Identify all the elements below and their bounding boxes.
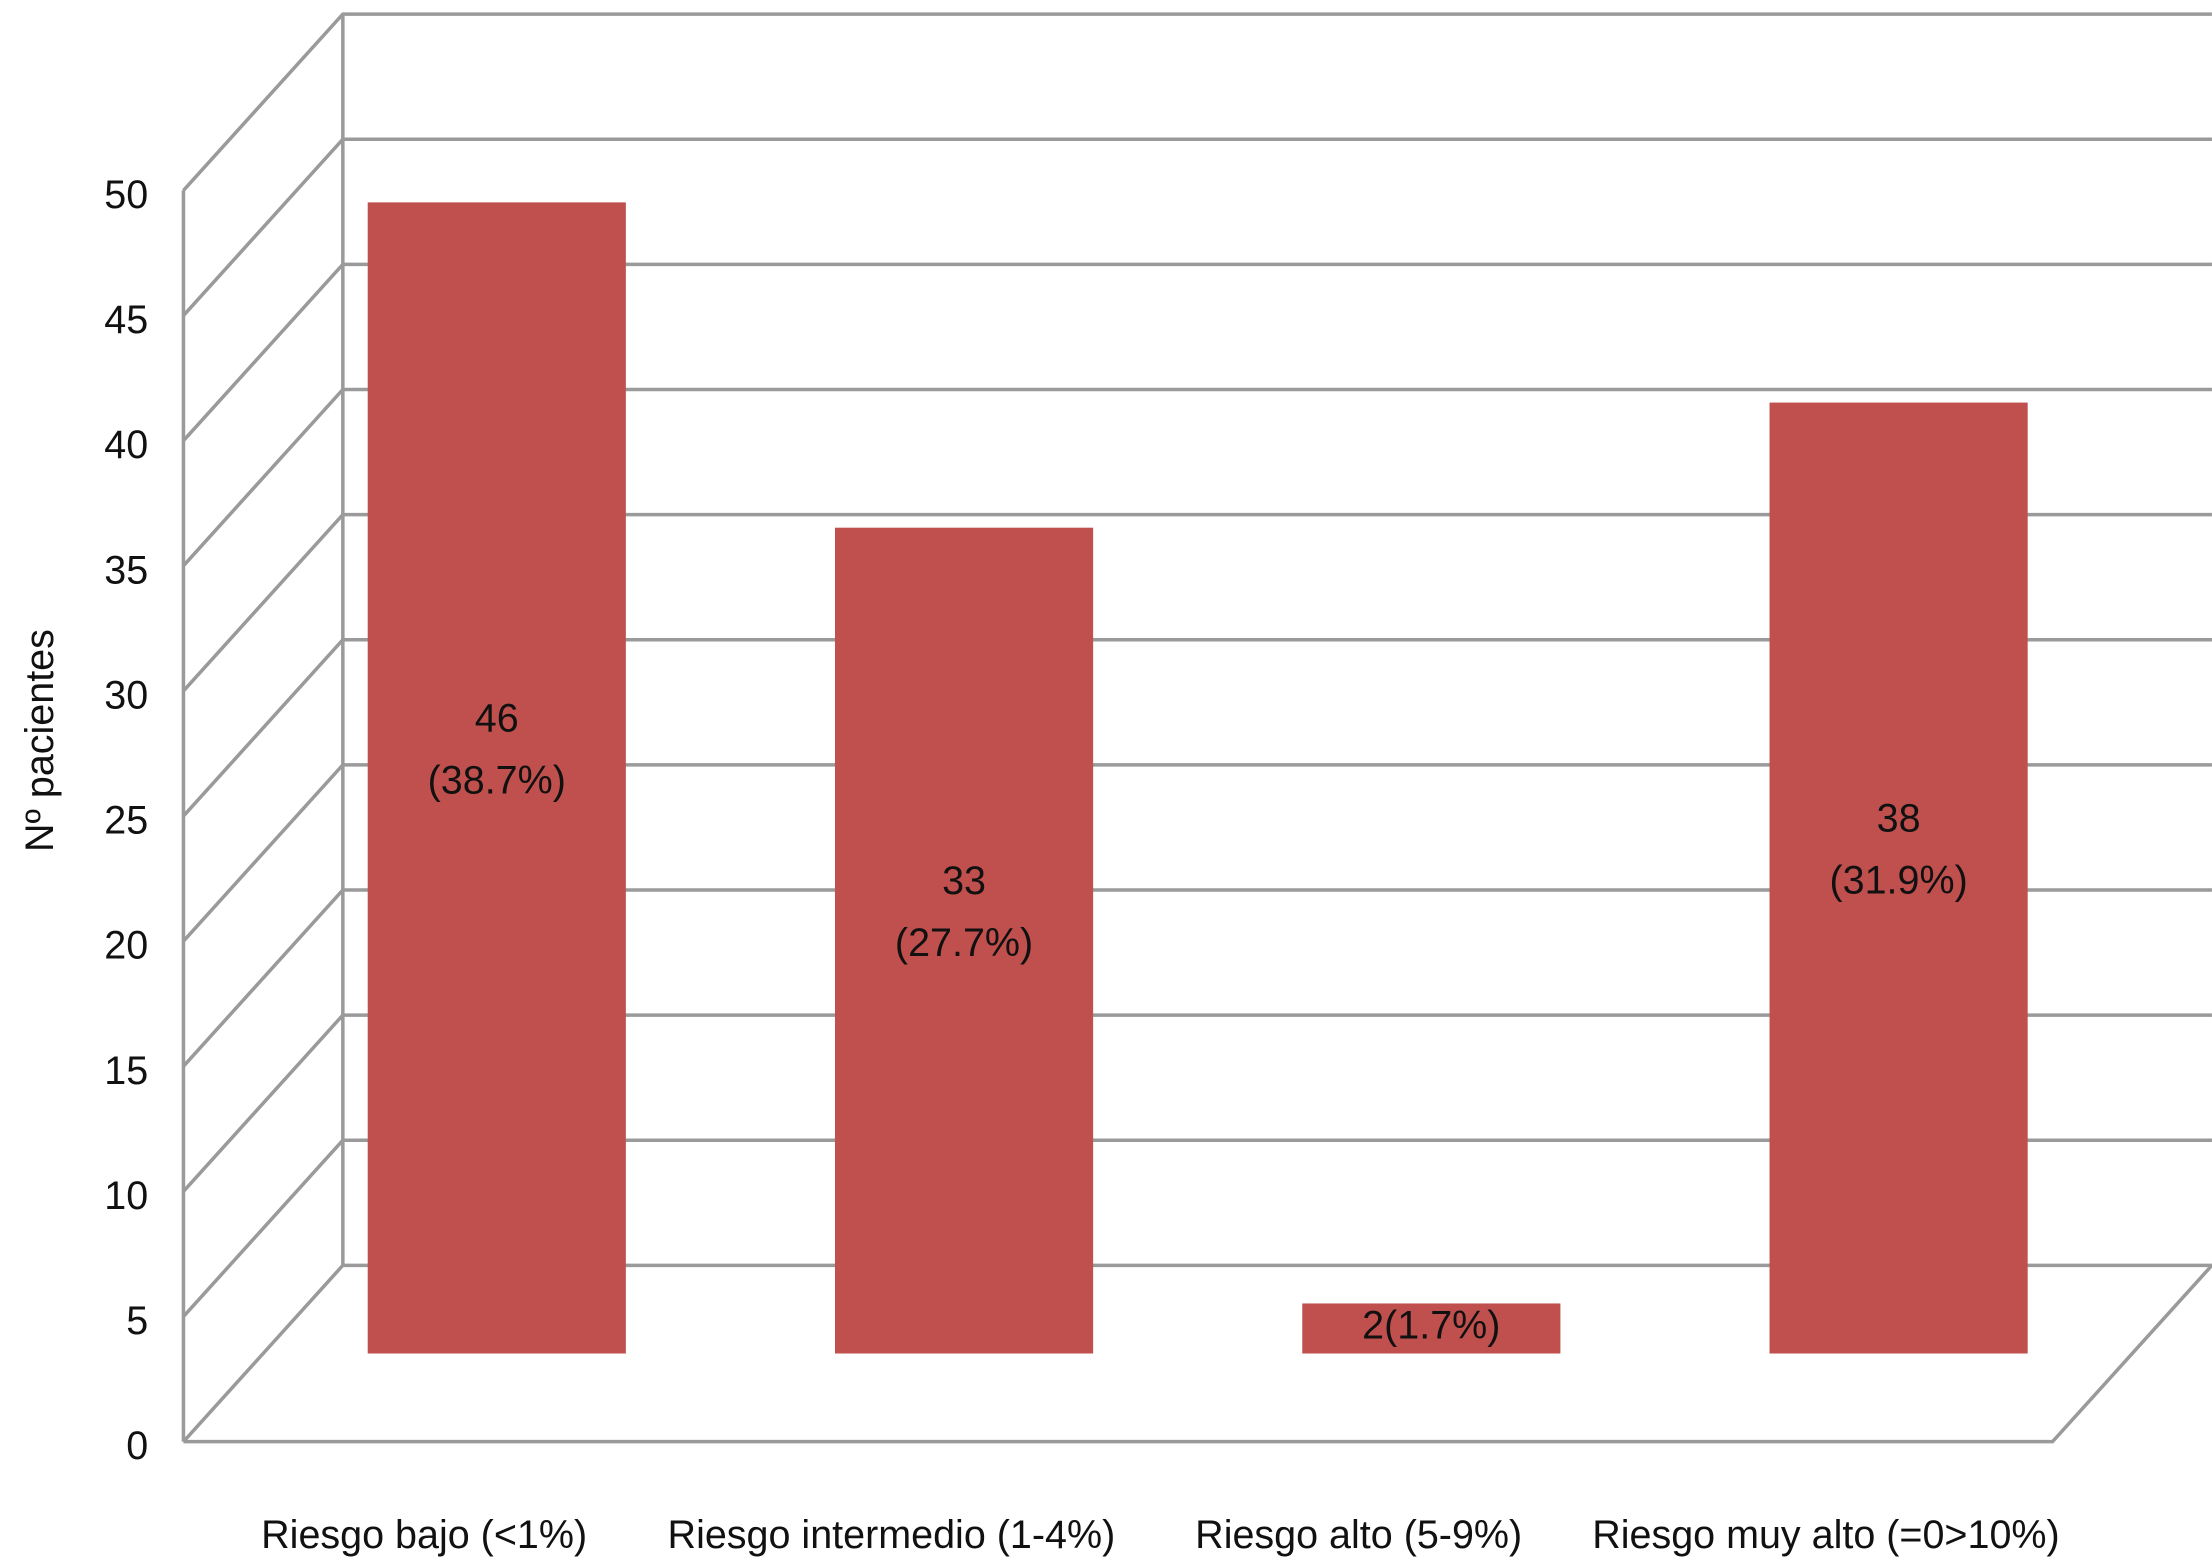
y-tick-label: 50 [104, 173, 148, 217]
value-label: 33 (27.7%) [895, 860, 1033, 966]
grid-line [182, 1138, 2212, 1318]
y-tick-label: 0 [126, 1424, 148, 1468]
value-label-line: (31.9%) [1829, 859, 1967, 903]
y-tick-label: 30 [104, 673, 148, 717]
grid-line [182, 387, 2212, 567]
value-label: 46 (38.7%) [428, 697, 566, 803]
bar [1302, 1303, 1561, 1354]
grid-line [182, 637, 2212, 818]
value-label-line: 38 [1877, 797, 1921, 841]
grid-line [182, 262, 2212, 442]
y-tick-label: 35 [104, 548, 148, 592]
y-tick-label: 10 [104, 1174, 148, 1218]
value-label-line: 46 [475, 697, 519, 741]
grid-line [182, 12, 2212, 192]
value-label-line: 2(1.7%) [1362, 1304, 1500, 1348]
grid-line [182, 763, 2212, 943]
grid-line [182, 888, 2212, 1068]
y-axis-title: Nº pacientes [18, 629, 62, 852]
value-label-line: 33 [942, 860, 986, 904]
value-label: 38 (31.9%) [1829, 797, 1967, 903]
y-tick-label: 25 [104, 799, 148, 843]
y-tick-label: 45 [104, 298, 148, 342]
value-label-line: (38.7%) [428, 759, 566, 803]
grid-line [182, 512, 2212, 693]
y-tick-label: 40 [104, 423, 148, 467]
y-tick-label: 15 [104, 1049, 148, 1093]
grid-line [182, 1263, 2212, 1443]
x-tick-label: Riesgo intermedio (1-4%) [668, 1513, 1116, 1557]
grid-line [182, 137, 2212, 317]
x-tick-label: Riesgo alto (5-9%) [1195, 1513, 1522, 1557]
value-label: 2(1.7%) [1362, 1304, 1500, 1348]
bar [1769, 402, 2028, 1354]
y-tick-label: 5 [126, 1299, 148, 1343]
x-tick-label: Riesgo muy alto (=0>10%) [1592, 1513, 2059, 1557]
floor [183, 1264, 2212, 1444]
grid-line [182, 1013, 2212, 1193]
x-tick-label: Riesgo bajo (<1%) [261, 1513, 587, 1557]
value-label-line: (27.7%) [895, 922, 1033, 966]
y-tick-label: 20 [104, 924, 148, 968]
bar [834, 527, 1094, 1354]
bar [367, 202, 626, 1354]
